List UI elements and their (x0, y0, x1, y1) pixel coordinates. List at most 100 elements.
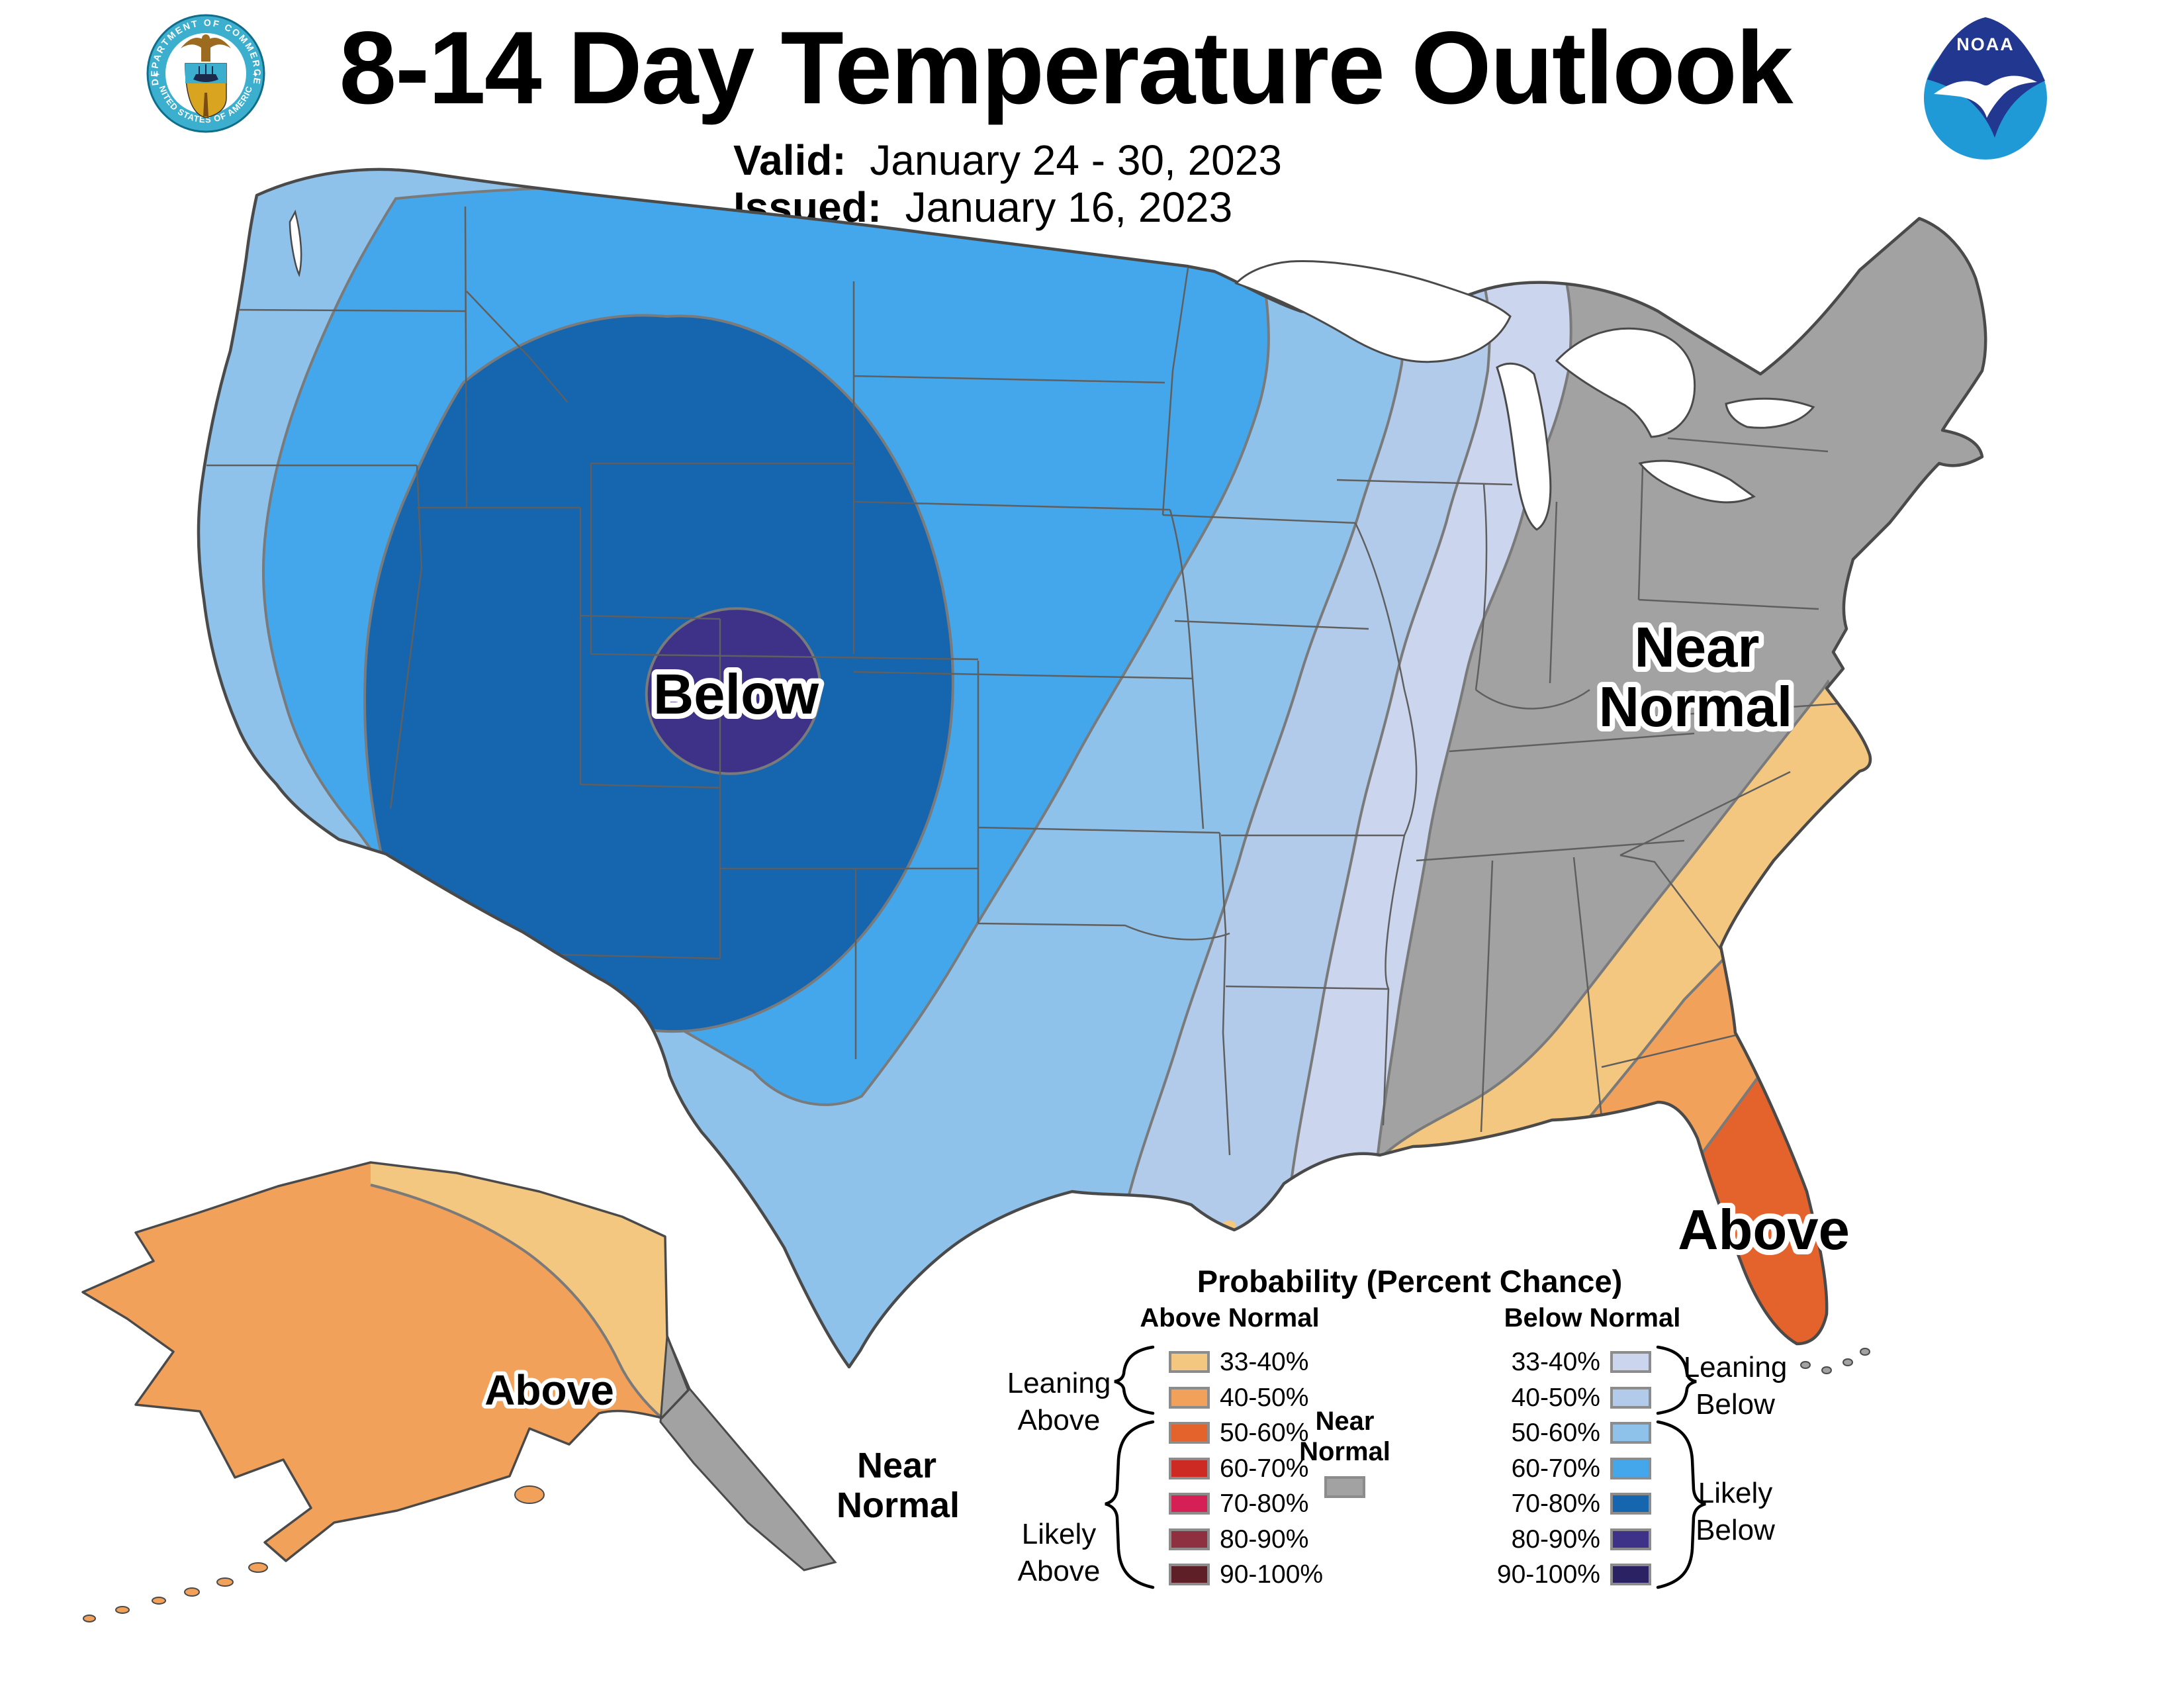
legend-above-percent-label: 50-60% (1220, 1419, 1309, 1447)
legend-group-leaning-below: Leaning Below (1683, 1351, 1788, 1421)
legend-below-header: Below Normal (1504, 1303, 1681, 1333)
doc-seal-logo: DEPARTMENT OF COMMERCE UNITED STATES OF … (0, 0, 265, 133)
aleutian-islands (83, 1485, 545, 1622)
key-island (1843, 1358, 1853, 1366)
valid-label: Valid: (733, 136, 846, 184)
legend-above-row: 40-50% (1169, 1383, 1309, 1412)
legend-above-percent-label: 33-40% (1220, 1348, 1309, 1376)
doc-seal-shield-icon (185, 63, 227, 118)
legend-group-leaning-above: Leaning Above (1007, 1367, 1111, 1436)
label-above-florida: Above (1678, 1199, 1850, 1262)
doc-seal-star-right: ✦ (252, 70, 259, 79)
valid-line: Valid: January 24 - 30, 2023 (733, 139, 1282, 181)
legend-above-percent-label: 60-70% (1220, 1454, 1309, 1483)
legend-below-percent-label: 90-100% (1496, 1560, 1600, 1589)
alaska-outline (81, 1161, 690, 1562)
label-near-normal-line2: Normal (1599, 676, 1793, 739)
legend-group-likely-above: Likely Above (1017, 1518, 1101, 1587)
legend-below-row: 90-100% (1494, 1560, 1651, 1589)
noaa-seagull-icon (1934, 75, 2037, 118)
alaska-region-above-33-40 (371, 1162, 688, 1418)
label-near-normal-line1: Near (1634, 616, 1759, 679)
legend-below-row: 60-70% (1494, 1454, 1651, 1483)
conus-outline (197, 167, 1987, 1369)
legend-above-row: 33-40% (1169, 1348, 1309, 1376)
legend-above-percent-label: 40-50% (1220, 1383, 1309, 1412)
legend-below-percent-label: 80-90% (1511, 1525, 1600, 1554)
florida-keys (1800, 1348, 1870, 1374)
legend-below-swatch-50-60% (1610, 1422, 1651, 1444)
brace-likely-below (1656, 1420, 1706, 1589)
legend-near-normal-label: Near Normal (1299, 1407, 1390, 1466)
label-below: Below (653, 663, 819, 726)
legend-below-percent-label: 50-60% (1511, 1419, 1600, 1447)
legend-above-swatch-70-80% (1169, 1493, 1210, 1515)
great-lakes (289, 209, 1815, 531)
key-island (1821, 1366, 1832, 1374)
legend-below-swatch-60-70% (1610, 1458, 1651, 1479)
legend-below-swatch-90-100% (1610, 1564, 1651, 1585)
brace-likely-above (1105, 1420, 1155, 1589)
noaa-logo: NOAA (1924, 17, 2047, 160)
legend-below-percent-label: 33-40% (1511, 1348, 1600, 1376)
legend-below-percent-label: 60-70% (1511, 1454, 1600, 1483)
legend-above-swatch-80-90% (1169, 1528, 1210, 1550)
legend-below-swatch-40-50% (1610, 1387, 1651, 1409)
legend-above-swatch-60-70% (1169, 1458, 1210, 1479)
legend-above-row: 70-80% (1169, 1489, 1309, 1518)
page-title: 8-14 Day Temperature Outlook (339, 11, 1793, 126)
lake-superior (1234, 260, 1512, 363)
doc-seal-star-left: ✦ (154, 70, 161, 79)
puget-sound (289, 209, 302, 277)
issued-value: January 16, 2023 (905, 183, 1233, 231)
legend-near-normal-block: Near Normal (1292, 1406, 1398, 1498)
state-boundaries (206, 206, 1848, 1156)
kodiak-island (514, 1485, 545, 1504)
legend-below-row: 50-60% (1494, 1419, 1651, 1447)
legend-above-percent-label: 70-80% (1220, 1489, 1309, 1518)
label-alaska-above: Above (484, 1366, 614, 1414)
legend-below-swatch-33-40% (1610, 1351, 1651, 1373)
lake-huron (1555, 327, 1696, 438)
noaa-logo-dark-fan (1927, 17, 2045, 138)
legend-below-row: 33-40% (1494, 1348, 1651, 1376)
legend-below-row: 40-50% (1494, 1383, 1651, 1412)
doc-seal-eagle-icon (181, 34, 231, 62)
lake-erie (1638, 459, 1756, 504)
legend-above-row: 90-100% (1169, 1560, 1324, 1589)
legend-below-swatch-80-90% (1610, 1528, 1651, 1550)
legend-below-percent-label: 40-50% (1511, 1383, 1600, 1412)
legend-group-likely-below: Likely Below (1696, 1477, 1775, 1546)
legend-below-row: 70-80% (1494, 1489, 1651, 1518)
legend-above-row: 80-90% (1169, 1525, 1309, 1554)
lake-ontario (1725, 397, 1815, 429)
legend-below-swatch-70-80% (1610, 1493, 1651, 1515)
legend-above-swatch-33-40% (1169, 1351, 1210, 1373)
legend-above-swatch-40-50% (1169, 1387, 1210, 1409)
label-alaska-near-line2: Normal (837, 1485, 960, 1525)
legend-above-percent-label: 80-90% (1220, 1525, 1309, 1554)
alaska-region-above-40-50 (83, 1162, 688, 1561)
noaa-logo-text: NOAA (1956, 34, 2015, 54)
key-island (1860, 1348, 1870, 1356)
brace-leaning-below (1656, 1345, 1697, 1415)
legend-above-swatch-50-60% (1169, 1422, 1210, 1444)
legend-below-percent-label: 70-80% (1511, 1489, 1600, 1518)
legend-near-normal-swatch (1324, 1476, 1365, 1498)
legend-above-swatch-90-100% (1169, 1564, 1210, 1585)
alaska-inset (81, 1161, 837, 1622)
valid-value: January 24 - 30, 2023 (870, 136, 1282, 184)
legend-below-row: 80-90% (1494, 1525, 1651, 1554)
legend-above-header: Above Normal (1140, 1303, 1320, 1333)
legend-above-row: 50-60% (1169, 1419, 1309, 1447)
key-island (1800, 1361, 1811, 1369)
lake-michigan (1496, 362, 1552, 531)
region-below-80-90 (645, 607, 822, 775)
label-alaska-near-line1: Near (857, 1446, 936, 1485)
legend-above-row: 60-70% (1169, 1454, 1309, 1483)
legend-above-percent-label: 90-100% (1220, 1560, 1324, 1589)
legend-braces (1105, 1345, 1706, 1589)
alaska-contour-line (370, 1184, 663, 1419)
